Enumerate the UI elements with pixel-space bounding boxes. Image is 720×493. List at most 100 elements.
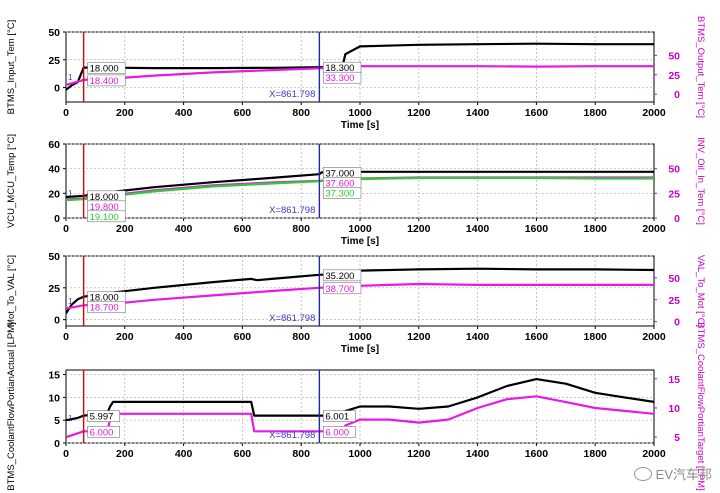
x-tick-label: 2000 [642, 448, 666, 460]
y-tick-label: 0 [54, 83, 60, 95]
value-label: 18.000 [90, 293, 119, 304]
value-label: 19.800 [90, 202, 119, 213]
x-tick-label: 1200 [407, 448, 431, 460]
watermark: EV汽车邦 [633, 464, 712, 483]
chart-panel-1: 0 200 400 600 800 1000 1200 1400 1600 1800 2000 0 25… [6, 16, 706, 131]
x-tick-label: 1400 [466, 448, 490, 460]
x-tick-label: 200 [116, 331, 134, 343]
cursor-marker: 1 [68, 297, 73, 306]
y2-tick-label: 0 [674, 213, 680, 225]
value-label: 37.300 [325, 188, 354, 199]
y2-axis-label: INV_Oil_In_Tem [°C] [695, 137, 706, 225]
cursor-marker: 1 [68, 189, 73, 198]
x-tick-label: 200 [116, 223, 134, 235]
x-tick-label: 0 [63, 448, 69, 460]
x-tick-label: 1600 [525, 223, 549, 235]
value-label-box [87, 410, 120, 422]
value-label: 37.000 [325, 168, 354, 179]
x-tick-label: 600 [234, 107, 252, 119]
y2-tick-label: 15 [668, 374, 680, 386]
y-axis-label: VCU_MCU_Temp [°C] [6, 134, 17, 228]
x-tick-label: 1000 [348, 107, 372, 119]
x-tick-label: 2000 [642, 331, 666, 343]
cursor-x-readout: X=861.798 [269, 89, 315, 100]
y-axis-label: BTMS_CoolantFlowPortianActual [LPM] [6, 322, 17, 490]
y2-tick-label: 50 [668, 164, 680, 176]
value-label: 6.000 [90, 427, 114, 438]
value-label-box [323, 71, 362, 84]
x-tick-label: 0 [63, 107, 69, 119]
value-label-box [323, 410, 356, 422]
value-label: 18.300 [325, 63, 354, 74]
x-axis-label: Time [s] [341, 344, 379, 355]
x-tick-label: 0 [63, 223, 69, 235]
x-tick-label: 400 [175, 448, 193, 460]
x-tick-label: 1200 [407, 223, 431, 235]
value-label-box [323, 426, 356, 438]
x-tick-label: 1800 [584, 223, 608, 235]
value-label: 6.000 [325, 427, 349, 438]
y-tick-label: 60 [48, 139, 60, 151]
x-tick-label: 200 [116, 448, 134, 460]
cursor-marker: 1 [68, 414, 73, 423]
x-tick-label: 1600 [525, 107, 549, 119]
value-label: 5.997 [90, 412, 114, 423]
y-tick-label: 0 [54, 438, 60, 450]
x-tick-label: 800 [292, 448, 310, 460]
x-tick-label: 1400 [466, 107, 490, 119]
value-label-box [87, 301, 126, 314]
value-label-box [87, 426, 120, 438]
x-tick-label: 600 [234, 331, 252, 343]
value-label: 19.100 [90, 212, 119, 223]
y2-tick-label: 0 [674, 317, 680, 329]
y-axis-label: Mot_To_VAL [°C] [6, 255, 17, 327]
y2-tick-label: 25 [668, 70, 680, 82]
x-tick-label: 1400 [466, 331, 490, 343]
value-label: 6.001 [325, 412, 349, 423]
x-tick-label: 600 [234, 448, 252, 460]
y-tick-label: 0 [54, 315, 60, 327]
y2-tick-label: 0 [674, 89, 680, 101]
y-tick-label: 25 [48, 55, 60, 67]
y2-axis-label: BTMS_Output_Tem [°C] [695, 16, 706, 118]
chart-panel-3: 0 200 400 600 800 1000 1200 1400 1600 1800 2000 0 25… [6, 251, 706, 355]
value-label: 18.000 [90, 192, 119, 203]
value-label-box [323, 269, 362, 282]
y2-tick-label: 5 [674, 432, 680, 444]
chart-panel-2: 0 200 400 600 800 1000 1200 1400 1600 1800 2000020… [6, 134, 706, 247]
value-label-box [87, 62, 126, 74]
x-tick-label: 1600 [525, 331, 549, 343]
value-label: 35.200 [325, 271, 354, 282]
x-tick-label: 200 [116, 107, 134, 119]
y2-tick-label: 25 [668, 295, 680, 307]
y2-tick-label: 25 [668, 188, 680, 200]
value-label: 38.700 [325, 284, 354, 295]
cursor-x-readout: X=861.798 [269, 430, 315, 441]
value-label-box [323, 187, 362, 199]
x-axis-label: Time [s] [341, 120, 379, 131]
value-label: 18.400 [90, 76, 119, 87]
x-tick-label: 1000 [348, 223, 372, 235]
y-tick-label: 25 [48, 283, 60, 295]
x-tick-label: 1000 [348, 331, 372, 343]
x-tick-label: 400 [175, 223, 193, 235]
x-tick-label: 400 [175, 331, 193, 343]
y2-tick-label: 10 [668, 403, 680, 415]
value-label: 33.300 [325, 73, 354, 84]
x-tick-label: 1800 [584, 448, 608, 460]
y-tick-label: 50 [48, 251, 60, 263]
y2-axis-label: VAL_To_Mot [°C] [695, 255, 706, 327]
y2-tick-label: 50 [668, 273, 680, 285]
x-tick-label: 800 [292, 107, 310, 119]
y-tick-label: 15 [48, 370, 60, 382]
x-tick-label: 800 [292, 223, 310, 235]
watermark-text: EV汽车邦 [655, 467, 712, 482]
y-tick-label: 5 [54, 415, 60, 427]
value-label: 18.000 [90, 64, 119, 75]
y-tick-label: 40 [48, 164, 60, 176]
y-axis-label: BTMS_Input_Tem [°C] [6, 20, 17, 115]
x-tick-label: 1000 [348, 448, 372, 460]
x-tick-label: 1800 [584, 107, 608, 119]
cursor-x-readout: X=861.798 [269, 313, 315, 324]
x-tick-label: 600 [234, 223, 252, 235]
